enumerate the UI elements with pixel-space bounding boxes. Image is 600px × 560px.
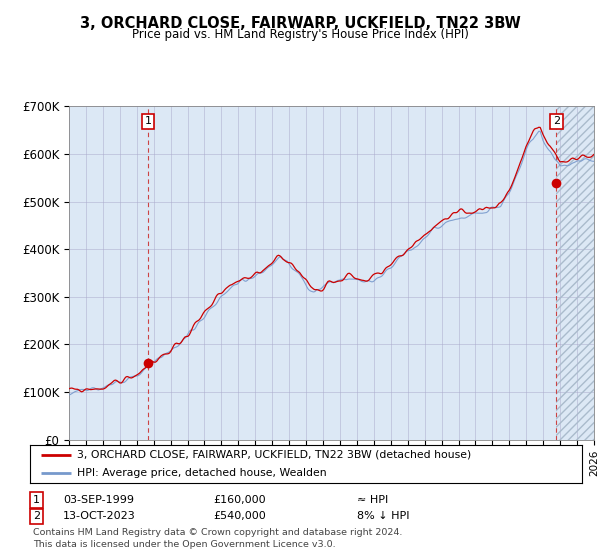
- Text: 1: 1: [145, 116, 152, 127]
- Text: Price paid vs. HM Land Registry's House Price Index (HPI): Price paid vs. HM Land Registry's House …: [131, 28, 469, 41]
- Text: Contains HM Land Registry data © Crown copyright and database right 2024.
This d: Contains HM Land Registry data © Crown c…: [33, 528, 403, 549]
- Text: 1: 1: [33, 495, 40, 505]
- Text: 3, ORCHARD CLOSE, FAIRWARP, UCKFIELD, TN22 3BW (detached house): 3, ORCHARD CLOSE, FAIRWARP, UCKFIELD, TN…: [77, 450, 471, 460]
- Text: ≈ HPI: ≈ HPI: [357, 495, 388, 505]
- Text: 13-OCT-2023: 13-OCT-2023: [63, 511, 136, 521]
- Text: 3, ORCHARD CLOSE, FAIRWARP, UCKFIELD, TN22 3BW: 3, ORCHARD CLOSE, FAIRWARP, UCKFIELD, TN…: [80, 16, 520, 31]
- Text: £160,000: £160,000: [213, 495, 266, 505]
- Text: 2: 2: [33, 511, 40, 521]
- Text: 03-SEP-1999: 03-SEP-1999: [63, 495, 134, 505]
- Text: 2: 2: [553, 116, 560, 127]
- Text: HPI: Average price, detached house, Wealden: HPI: Average price, detached house, Weal…: [77, 468, 326, 478]
- Bar: [556, 106, 594, 440]
- Text: £540,000: £540,000: [213, 511, 266, 521]
- Text: 8% ↓ HPI: 8% ↓ HPI: [357, 511, 409, 521]
